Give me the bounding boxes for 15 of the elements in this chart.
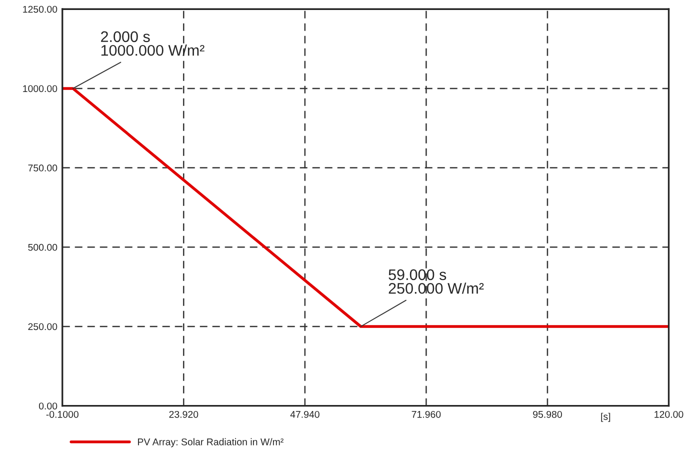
y-tick-label: 750.00	[28, 164, 58, 172]
x-tick-label: 120.00	[654, 410, 684, 418]
y-tick-label: 1000.00	[23, 85, 58, 92]
x-axis-title: [s]	[601, 412, 610, 422]
y-tick-label: 250.00	[28, 323, 58, 330]
x-tick-label: 95.980	[533, 410, 562, 418]
y-tick-label: 1250.00	[23, 6, 58, 13]
x-tick-label: 71.960	[412, 410, 441, 418]
y-tick-label: 500.00	[28, 244, 58, 251]
y-tick-label: 0.00	[38, 402, 58, 410]
x-tick-label: 47.940	[290, 410, 320, 418]
x-tick-label: 23.920	[169, 410, 198, 418]
x-tick-label: -0.1000	[46, 410, 78, 418]
text: PV Array: Solar Radiation in W/m²	[138, 438, 284, 448]
annotation: 2.000 s 1000.000 W/m²	[101, 31, 204, 56]
